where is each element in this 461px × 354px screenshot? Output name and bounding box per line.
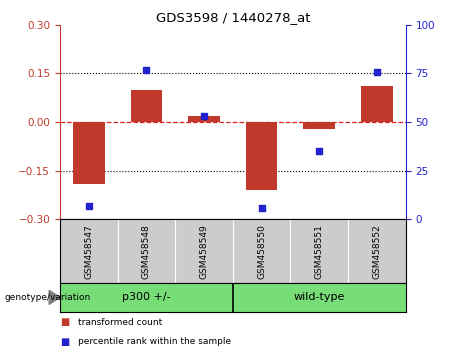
Text: GSM458548: GSM458548 <box>142 224 151 279</box>
Bar <box>303 122 335 129</box>
Point <box>315 149 323 154</box>
Text: GSM458552: GSM458552 <box>372 224 381 279</box>
Text: GSM458550: GSM458550 <box>257 224 266 279</box>
Text: percentile rank within the sample: percentile rank within the sample <box>78 337 231 346</box>
Text: GSM458547: GSM458547 <box>84 224 93 279</box>
Bar <box>73 122 105 184</box>
Bar <box>246 122 278 190</box>
Text: wild-type: wild-type <box>294 292 345 302</box>
Title: GDS3598 / 1440278_at: GDS3598 / 1440278_at <box>155 11 310 24</box>
Text: ■: ■ <box>60 337 69 347</box>
Point <box>85 203 92 209</box>
Text: transformed count: transformed count <box>78 318 163 327</box>
Text: p300 +/-: p300 +/- <box>122 292 171 302</box>
Point <box>200 113 207 119</box>
Text: genotype/variation: genotype/variation <box>5 293 91 302</box>
Point <box>142 67 150 72</box>
Text: GSM458551: GSM458551 <box>315 224 324 279</box>
Bar <box>188 116 220 122</box>
Text: ■: ■ <box>60 317 69 327</box>
Point <box>258 205 266 211</box>
Bar <box>361 86 393 122</box>
Text: GSM458549: GSM458549 <box>200 224 208 279</box>
Polygon shape <box>49 290 60 304</box>
Bar <box>130 90 162 122</box>
Point <box>373 69 381 74</box>
